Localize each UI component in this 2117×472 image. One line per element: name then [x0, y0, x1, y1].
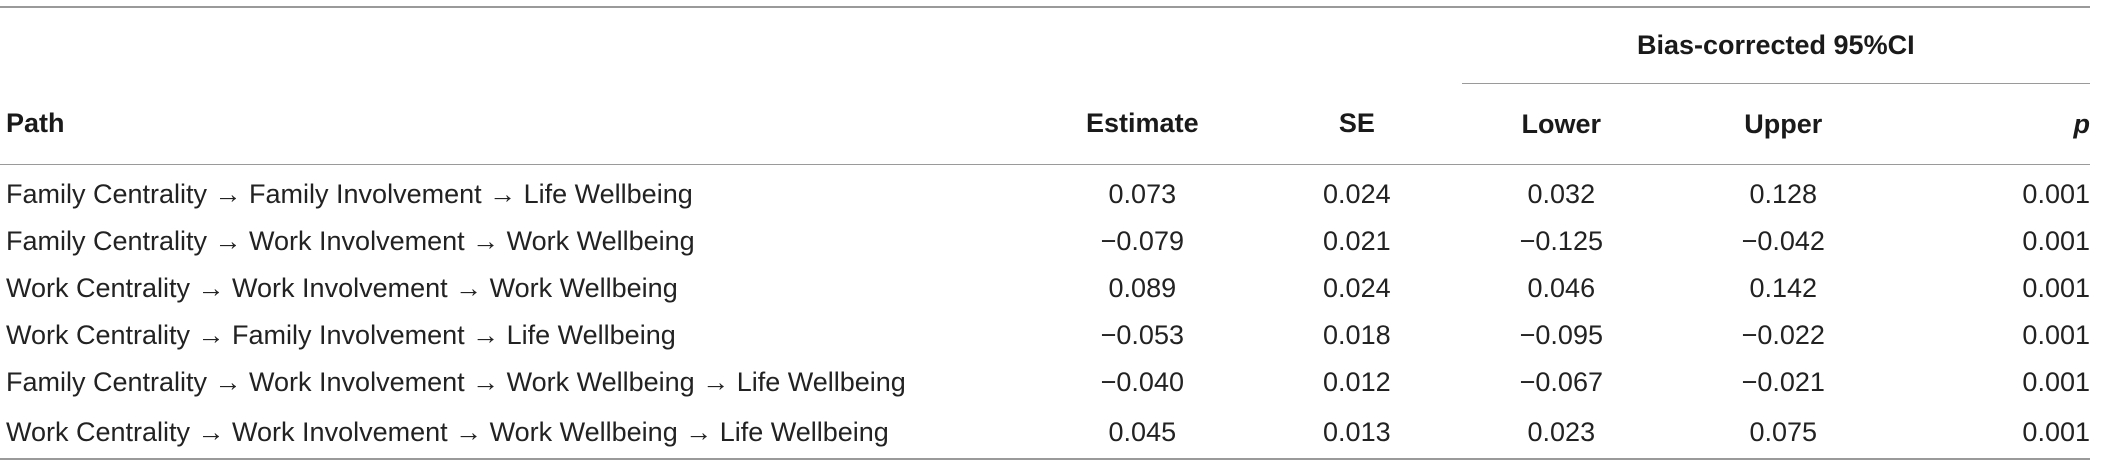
empty-header-cell — [1252, 6, 1462, 84]
p-column-header: p — [1905, 83, 2090, 165]
table-row: Family Centrality → Work Involvement → W… — [0, 218, 2090, 265]
table-row: Work Centrality → Work Involvement → Wor… — [0, 265, 2090, 312]
p-cell: 0.001 — [2022, 367, 2090, 397]
lower-column-header: Lower — [1461, 83, 1662, 165]
p-cell: 0.001 — [2022, 179, 2090, 209]
estimate-cell: −0.040 — [1100, 367, 1184, 397]
mediation-paths-table: Bias-corrected 95%CI Path Estimate SE Lo… — [0, 6, 2090, 460]
p-cell: 0.001 — [2022, 320, 2090, 350]
empty-header-cell — [0, 6, 1033, 84]
estimate-cell: 0.045 — [1032, 406, 1253, 460]
path-cell: Work Centrality → Family Involvement → L… — [6, 320, 676, 350]
table-row: Family Centrality → Work Involvement → W… — [0, 359, 2090, 406]
table-column-header-row: Path Estimate SE Lower Upper p — [0, 83, 2090, 165]
upper-cell: −0.042 — [1741, 226, 1825, 256]
empty-header-cell — [1032, 6, 1253, 84]
path-cell: Family Centrality → Work Involvement → W… — [6, 367, 906, 397]
path-cell: Work Centrality → Work Involvement → Wor… — [0, 406, 1033, 460]
lower-cell: −0.067 — [1519, 367, 1603, 397]
estimate-cell: 0.089 — [1108, 273, 1177, 303]
upper-cell: 0.142 — [1749, 273, 1818, 303]
upper-column-header: Upper — [1661, 83, 1906, 165]
se-cell: 0.021 — [1323, 226, 1391, 256]
se-column-header: SE — [1252, 83, 1462, 165]
lower-cell: 0.046 — [1527, 273, 1596, 303]
estimate-cell: 0.073 — [1108, 179, 1177, 209]
upper-cell: 0.075 — [1661, 406, 1906, 460]
se-cell: 0.024 — [1323, 273, 1391, 303]
p-cell: 0.001 — [1905, 406, 2090, 460]
se-cell: 0.012 — [1323, 367, 1391, 397]
p-cell: 0.001 — [2022, 226, 2090, 256]
estimate-cell: −0.079 — [1100, 226, 1184, 256]
path-cell: Family Centrality → Work Involvement → W… — [6, 226, 695, 256]
se-cell: 0.024 — [1323, 179, 1391, 209]
upper-cell: −0.021 — [1741, 367, 1825, 397]
lower-cell: 0.023 — [1461, 406, 1662, 460]
table-row: Work Centrality → Work Involvement → Wor… — [0, 406, 2090, 460]
lower-cell: −0.095 — [1519, 320, 1603, 350]
se-cell: 0.013 — [1252, 406, 1462, 460]
lower-cell: −0.125 — [1519, 226, 1603, 256]
estimate-cell: −0.053 — [1100, 320, 1184, 350]
lower-cell: 0.032 — [1527, 179, 1596, 209]
se-cell: 0.018 — [1323, 320, 1391, 350]
path-cell: Family Centrality → Family Involvement →… — [6, 179, 693, 209]
path-column-header: Path — [0, 83, 1033, 165]
path-cell: Work Centrality → Work Involvement → Wor… — [6, 273, 678, 303]
table-row: Work Centrality → Family Involvement → L… — [0, 312, 2090, 359]
upper-cell: −0.022 — [1741, 320, 1825, 350]
estimate-column-header: Estimate — [1032, 83, 1253, 165]
table-row: Family Centrality → Family Involvement →… — [0, 165, 2090, 219]
p-cell: 0.001 — [2022, 273, 2090, 303]
upper-cell: 0.128 — [1749, 179, 1818, 209]
table-group-header-row: Bias-corrected 95%CI — [0, 6, 2090, 84]
ci-group-header: Bias-corrected 95%CI — [1461, 6, 2090, 84]
